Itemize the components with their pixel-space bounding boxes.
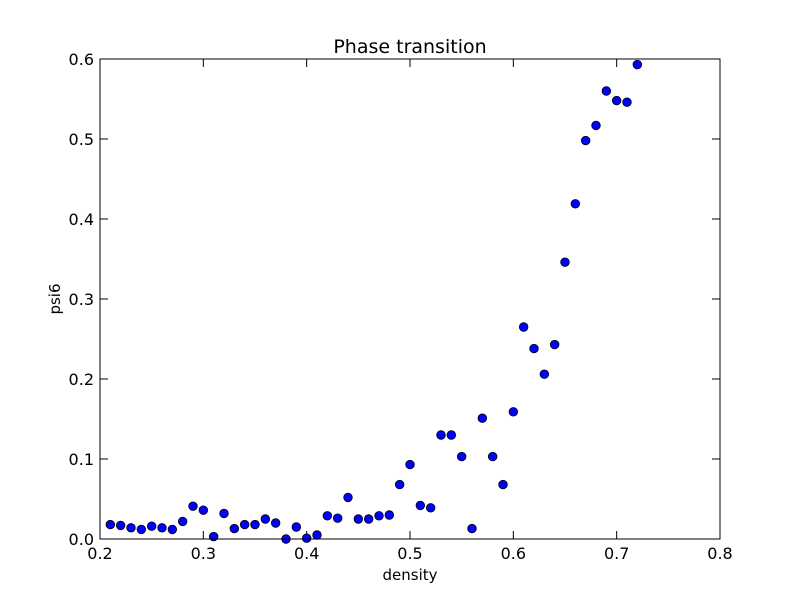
x-tick-label: 0.6 bbox=[501, 544, 526, 563]
data-point bbox=[343, 492, 353, 503]
data-point bbox=[353, 514, 364, 524]
x-axis-label: density bbox=[383, 566, 438, 584]
data-point bbox=[219, 508, 229, 519]
data-point bbox=[374, 511, 384, 521]
data-point bbox=[436, 430, 446, 440]
data-point bbox=[384, 510, 395, 520]
y-tick-label: 0.6 bbox=[69, 50, 94, 69]
data-point bbox=[322, 511, 333, 521]
data-point bbox=[632, 59, 643, 70]
data-point bbox=[549, 339, 560, 350]
x-tick-label: 0.7 bbox=[604, 544, 629, 563]
data-points bbox=[105, 59, 643, 544]
data-point bbox=[446, 430, 457, 440]
x-tick-label: 0.2 bbox=[87, 544, 112, 563]
data-point bbox=[126, 523, 136, 533]
data-point bbox=[518, 322, 529, 332]
data-point bbox=[394, 479, 405, 490]
data-point bbox=[622, 97, 632, 107]
data-point bbox=[136, 524, 147, 535]
data-point bbox=[539, 369, 550, 379]
x-tick-label: 0.3 bbox=[191, 544, 216, 563]
data-point bbox=[188, 501, 198, 511]
data-point bbox=[508, 407, 519, 417]
x-tick-label: 0.5 bbox=[397, 544, 422, 563]
data-point bbox=[529, 343, 539, 354]
data-point bbox=[332, 513, 343, 523]
data-point bbox=[157, 523, 167, 533]
data-point bbox=[177, 516, 188, 527]
y-axis-label: psi6 bbox=[46, 283, 64, 314]
data-point bbox=[291, 522, 302, 532]
data-point bbox=[415, 500, 426, 511]
data-point bbox=[146, 521, 157, 531]
data-point bbox=[456, 451, 467, 462]
x-tick-label: 0.8 bbox=[707, 544, 732, 563]
data-point bbox=[115, 520, 126, 531]
data-point bbox=[363, 514, 374, 524]
data-point bbox=[601, 86, 612, 96]
data-point bbox=[570, 199, 581, 209]
data-point bbox=[198, 505, 209, 515]
data-point bbox=[405, 459, 415, 470]
data-point bbox=[467, 523, 477, 534]
y-tick-label: 0.5 bbox=[69, 130, 94, 149]
data-point bbox=[208, 531, 219, 542]
data-point bbox=[498, 479, 508, 490]
chart-title: Phase transition bbox=[333, 36, 486, 58]
plot-frame bbox=[99, 58, 721, 540]
y-tick-label: 0.2 bbox=[69, 370, 94, 389]
y-tick-label: 0.0 bbox=[69, 530, 94, 549]
data-point bbox=[270, 518, 281, 528]
data-point bbox=[560, 257, 570, 267]
data-point bbox=[229, 523, 240, 534]
data-point bbox=[425, 503, 436, 513]
data-point bbox=[167, 524, 178, 535]
data-point bbox=[105, 519, 116, 530]
y-tick-label: 0.1 bbox=[69, 450, 94, 469]
data-point bbox=[580, 135, 591, 146]
data-point bbox=[487, 451, 498, 462]
data-point bbox=[312, 530, 322, 540]
axis-ticks: 0.2 0.3 0.4 0.5 0.6 0.7 0.8 0.0 0.1 0.2 0.3 0.4 0.5 0… bbox=[69, 50, 733, 563]
data-point bbox=[611, 95, 622, 106]
data-point bbox=[239, 519, 250, 530]
y-tick-label: 0.4 bbox=[69, 210, 94, 229]
data-point bbox=[591, 120, 601, 131]
data-point bbox=[260, 514, 271, 524]
data-point bbox=[477, 413, 488, 423]
y-tick-label: 0.3 bbox=[69, 290, 94, 309]
data-point bbox=[301, 533, 312, 543]
data-point bbox=[250, 519, 260, 530]
x-tick-label: 0.4 bbox=[294, 544, 319, 563]
